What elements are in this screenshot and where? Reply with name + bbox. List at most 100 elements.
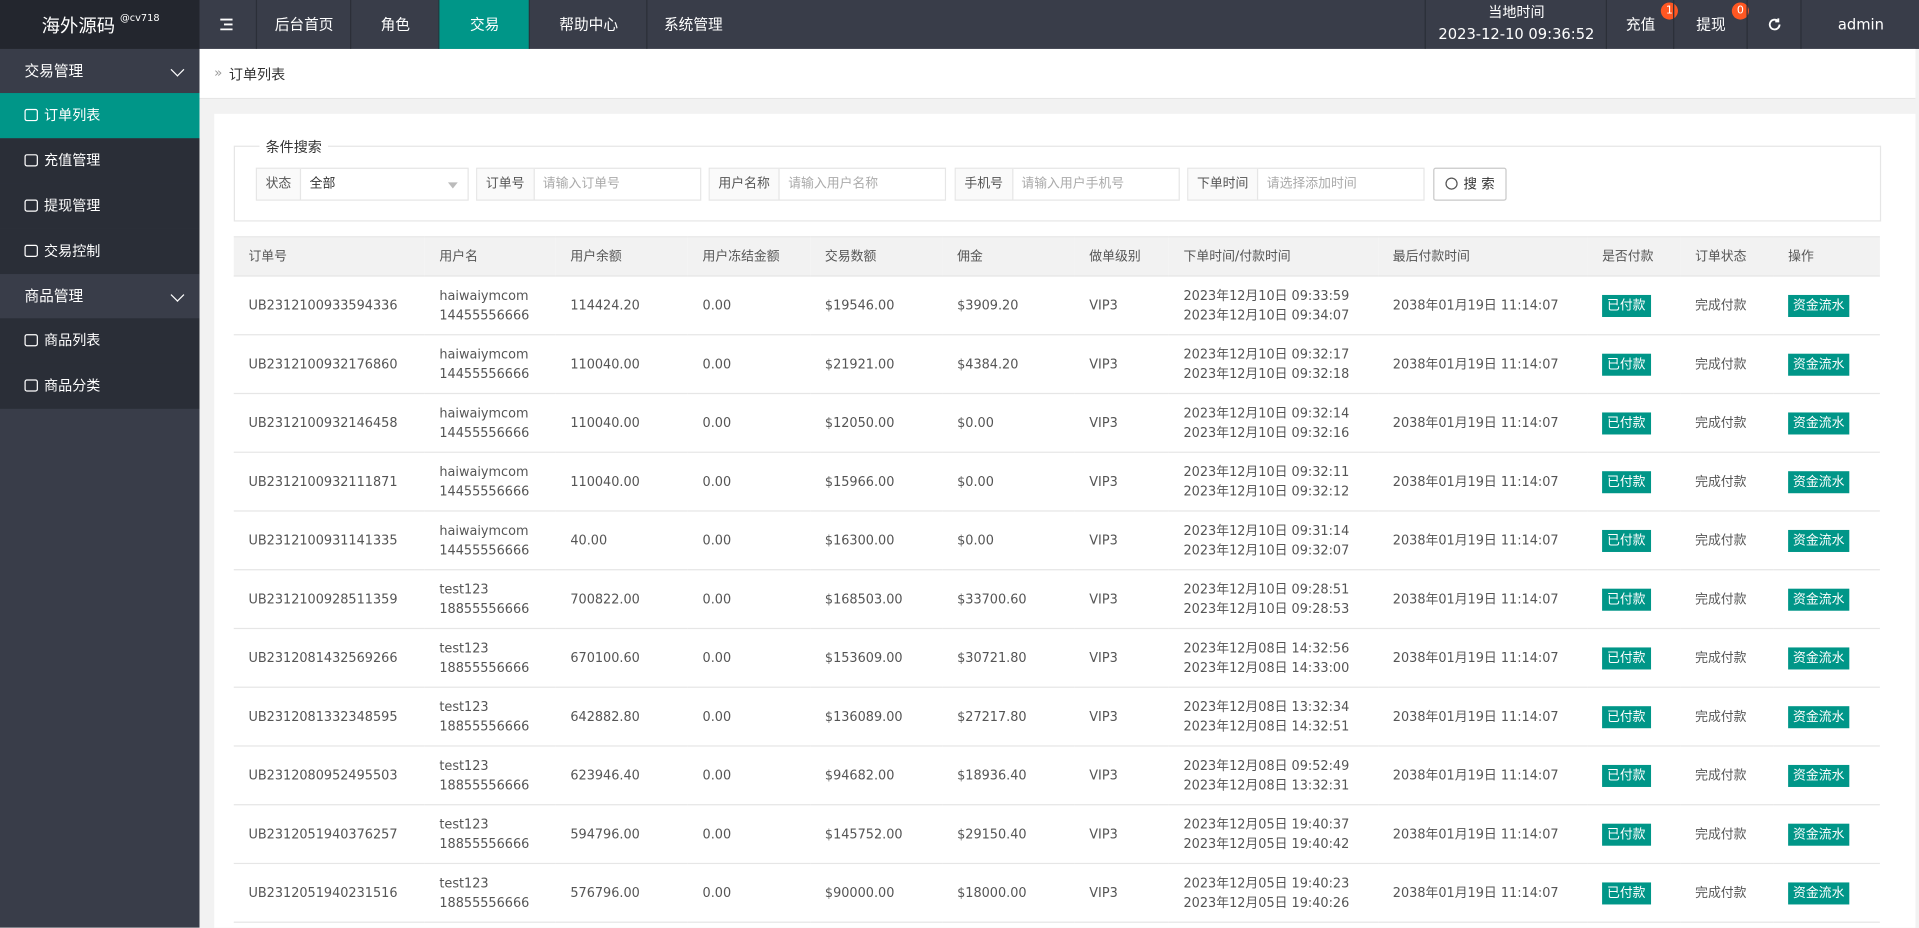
cell-user: test123 18855556666 bbox=[424, 628, 556, 688]
balance: 110040.00 bbox=[570, 474, 640, 489]
last-pay-time: 2038年01月19日 11:14:07 bbox=[1392, 591, 1559, 607]
flow-button[interactable]: 资金流水 bbox=[1788, 470, 1850, 493]
last-pay-time: 2038年01月19日 11:14:07 bbox=[1392, 533, 1559, 548]
frozen: 0.00 bbox=[702, 650, 732, 666]
cell-times: 2023年12月08日 09:52:49 2023年12月08日 13:32:31 bbox=[1168, 745, 1379, 806]
flow-button[interactable]: 资金流水 bbox=[1788, 411, 1850, 434]
field-label: 下单时间 bbox=[1188, 168, 1259, 200]
menu-item[interactable]: 商品分类 bbox=[0, 363, 200, 409]
balance: 642882.80 bbox=[570, 709, 640, 724]
cell-frozen: 0.00 bbox=[687, 628, 811, 688]
level: VIP3 bbox=[1089, 533, 1118, 548]
menu-icon bbox=[24, 244, 38, 258]
table-header: 订单号 用户名 用户余额 用户冻结金额 交易数额 佣金 做单级别 下单时间/付款时间 最后付款时… bbox=[233, 236, 1880, 277]
brand-sub: @cv718 bbox=[119, 12, 160, 24]
search-field[interactable]: 状态 全部 bbox=[255, 167, 469, 201]
order-status: 完成付款 bbox=[1695, 474, 1747, 489]
search-icon bbox=[1445, 177, 1458, 190]
phone: 14455556666 bbox=[439, 484, 530, 499]
level: VIP3 bbox=[1089, 767, 1118, 783]
nav-item[interactable]: 系统管理 bbox=[646, 0, 739, 49]
table-body: UB2312100933594336 haiwaiymcom 14455556666… bbox=[233, 275, 1880, 923]
nav-item[interactable]: 帮助中心 bbox=[528, 0, 648, 49]
cell-times: 2023年12月10日 09:33:59 2023年12月10日 09:34:07 bbox=[1168, 275, 1379, 336]
pay-time: 2023年12月08日 14:32:51 bbox=[1183, 719, 1350, 734]
nav-item[interactable]: 后台首页 bbox=[255, 0, 351, 49]
last-pay-time: 2038年01月19日 11:14:07 bbox=[1392, 474, 1559, 489]
order-status: 完成付款 bbox=[1695, 591, 1747, 607]
cell-level: VIP3 bbox=[1074, 334, 1169, 395]
flow-button[interactable]: 资金流水 bbox=[1788, 764, 1850, 787]
cell-level: VIP3 bbox=[1074, 687, 1169, 747]
cell-amount: $12050.00 bbox=[810, 393, 943, 453]
flow-button[interactable]: 资金流水 bbox=[1788, 588, 1850, 611]
order-time: 2023年12月08日 14:32:56 bbox=[1183, 640, 1350, 656]
commission: $18000.00 bbox=[957, 885, 1027, 901]
menu-toggle[interactable] bbox=[218, 16, 235, 33]
user-menu[interactable]: ​admin bbox=[1800, 0, 1919, 49]
search-field[interactable]: 手机号 请输入用户手机号 bbox=[954, 167, 1180, 201]
frozen: 0.00 bbox=[702, 826, 732, 842]
menu-group[interactable]: 商品管理 bbox=[0, 274, 200, 319]
cell-times: 2023年12月10日 09:32:17 2023年12月10日 09:32:18 bbox=[1168, 334, 1379, 395]
top-bar: 海外源码 @cv718 后台首页 角色 交易 帮助中心 系统管理 当地时间 2023-1… bbox=[0, 0, 1919, 49]
menu-item[interactable]: 提现管理 bbox=[0, 183, 200, 229]
menu-item[interactable]: 订单列表 bbox=[0, 93, 200, 139]
search-field[interactable]: 下单时间 请选择添加时间 bbox=[1187, 167, 1425, 201]
cell-frozen: 0.00 bbox=[687, 510, 811, 571]
refresh[interactable] bbox=[1746, 0, 1802, 49]
menu-item[interactable]: 商品列表 bbox=[0, 318, 200, 364]
search-field[interactable]: 用户名称 请输入用户名称 bbox=[708, 167, 947, 201]
flow-button[interactable]: 资金流水 bbox=[1788, 294, 1850, 317]
flow-button[interactable]: 资金流水 bbox=[1788, 881, 1850, 904]
cell-amount: $15966.00 bbox=[810, 452, 943, 512]
cell-level: VIP3 bbox=[1074, 275, 1169, 336]
username: haiwaiymcom bbox=[439, 405, 529, 421]
user-name: admin bbox=[1837, 15, 1884, 34]
cell-status: 完成付款 bbox=[1680, 393, 1774, 453]
cell-frozen: 0.00 bbox=[687, 804, 811, 865]
cell-amount: $168503.00 bbox=[810, 569, 943, 630]
level: VIP3 bbox=[1089, 298, 1118, 313]
balance: 700822.00 bbox=[570, 591, 640, 607]
cell-action: 资金流水 bbox=[1773, 452, 1880, 512]
nav-item[interactable]: 交易 bbox=[438, 0, 530, 49]
menu-item-label: 提现管理 bbox=[44, 197, 101, 215]
search-field[interactable]: 订单号 请输入订单号 bbox=[476, 167, 702, 201]
menu-item[interactable]: 充值管理 bbox=[0, 138, 200, 184]
table-row: UB2312081332348595 test123 18855556666 6428… bbox=[233, 687, 1880, 747]
cell-level: VIP3 bbox=[1074, 745, 1169, 806]
recharge[interactable]: 充值 1 bbox=[1605, 0, 1678, 49]
cell-paid: 已付款 bbox=[1587, 393, 1681, 453]
withdraw-label: 提现 bbox=[1696, 15, 1726, 34]
column-header: 最后付款时间 bbox=[1378, 236, 1588, 277]
field-label: 手机号 bbox=[955, 168, 1013, 200]
flow-button[interactable]: 资金流水 bbox=[1788, 646, 1850, 669]
menu-item[interactable]: 交易控制 bbox=[0, 228, 200, 275]
cell-order: UB2312081332348595 bbox=[233, 687, 425, 747]
cell-amount: $94682.00 bbox=[810, 745, 943, 806]
order-time: 2023年12月10日 09:31:14 bbox=[1183, 523, 1350, 538]
nav-item[interactable]: 角色 bbox=[350, 0, 439, 49]
menu-group[interactable]: 交易管理 bbox=[0, 48, 200, 94]
flow-button[interactable]: 资金流水 bbox=[1788, 705, 1850, 728]
flow-button[interactable]: 资金流水 bbox=[1788, 529, 1850, 552]
cell-order: UB2312100932176860 bbox=[233, 334, 425, 395]
amount: $16300.00 bbox=[824, 533, 895, 548]
frozen: 0.00 bbox=[702, 356, 732, 372]
cell-balance: 110040.00 bbox=[555, 334, 688, 395]
cell-last-pay: 2038年01月19日 11:14:07 bbox=[1378, 745, 1588, 806]
search-button[interactable]: 搜 索 bbox=[1433, 167, 1507, 201]
amount: $21921.00 bbox=[824, 356, 895, 372]
cell-user: test123 18855556666 bbox=[424, 804, 556, 865]
frozen: 0.00 bbox=[702, 474, 732, 489]
withdraw[interactable]: 提现 0 bbox=[1673, 0, 1749, 49]
cell-paid: 已付款 bbox=[1587, 745, 1681, 806]
flow-button[interactable]: 资金流水 bbox=[1788, 353, 1850, 376]
flow-button[interactable]: 资金流水 bbox=[1788, 823, 1850, 846]
field-value: 全部 bbox=[309, 176, 336, 191]
username: haiwaiymcom bbox=[439, 523, 529, 538]
menu-icon bbox=[24, 154, 38, 167]
phone: 18855556666 bbox=[439, 895, 530, 910]
amount: $12050.00 bbox=[824, 415, 895, 431]
